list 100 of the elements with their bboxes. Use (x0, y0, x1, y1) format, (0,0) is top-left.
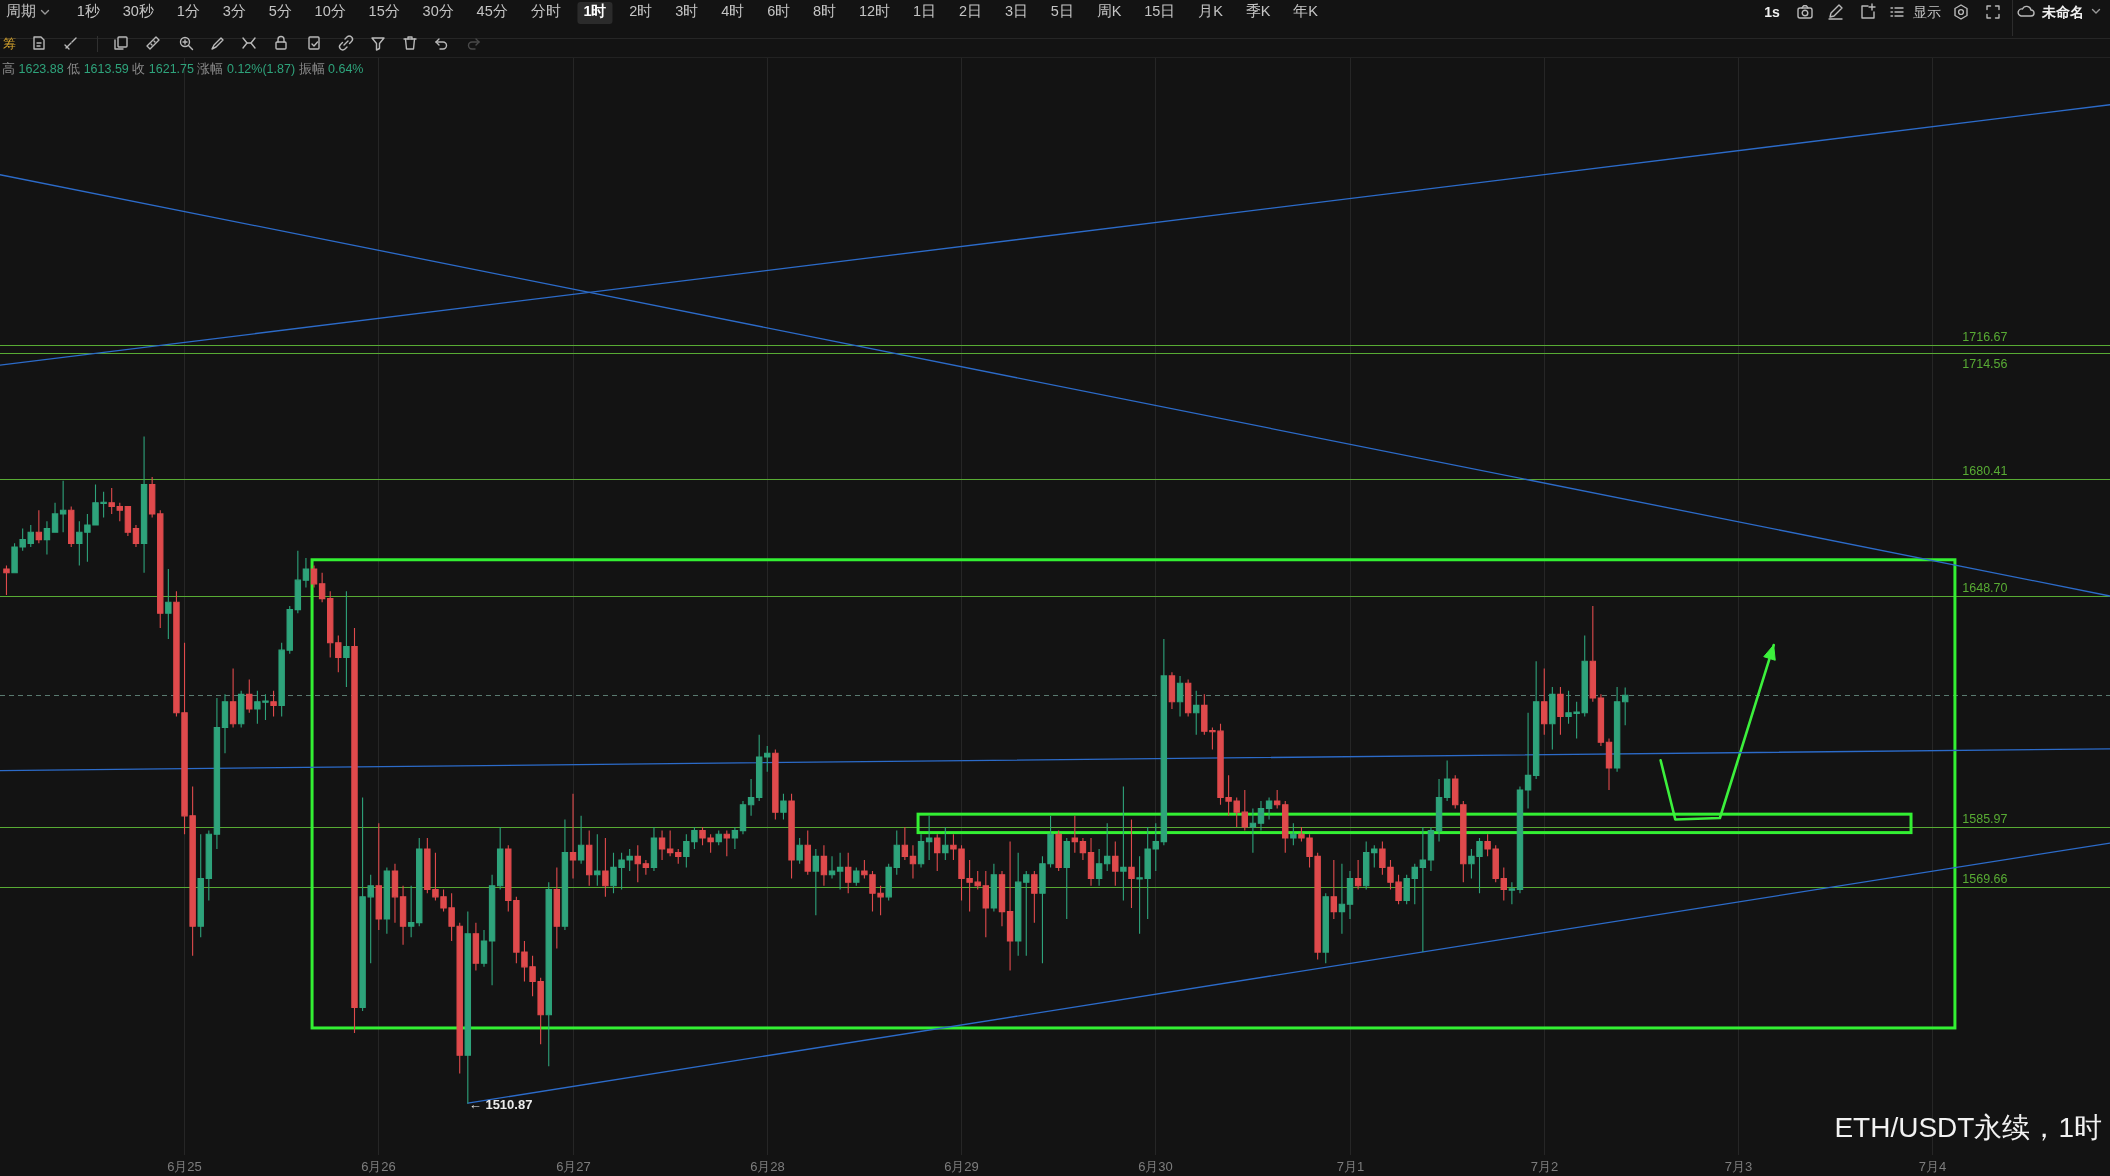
text: 4时 (721, 3, 745, 19)
candlestick (35, 509, 43, 544)
text: 月K (1198, 3, 1224, 19)
candlestick (496, 826, 504, 891)
candlestick (43, 520, 51, 555)
candlestick (132, 524, 140, 548)
text: 3日 (1004, 3, 1028, 19)
candlestick (1031, 870, 1038, 924)
candlestick (1120, 785, 1127, 902)
candlestick (1516, 785, 1524, 894)
candlestick (1249, 807, 1257, 854)
candlestick (165, 568, 172, 640)
candlestick (812, 848, 820, 916)
text: 1分 (176, 3, 200, 19)
candlestick (658, 830, 666, 861)
candlestick (488, 874, 496, 986)
candlestick (1354, 859, 1362, 891)
candlestick (1168, 671, 1176, 710)
candlestick (1079, 837, 1087, 861)
candlestick (1419, 826, 1427, 953)
candlestick (594, 833, 601, 887)
candlestick (1597, 693, 1605, 747)
text: 周期 (6, 3, 36, 19)
candlestick (561, 818, 569, 931)
x-tick-label: 6月29 (944, 1159, 979, 1174)
candlestick (1541, 668, 1548, 736)
text: 15日 (1144, 3, 1176, 19)
candlestick (1605, 737, 1613, 791)
candlestick (925, 815, 933, 861)
text: 高 1623.88 低 1613.59 收 1621.75 涨幅 0.12%(1.87) 振幅 0.64% (2, 62, 364, 76)
candlestick (1524, 712, 1532, 810)
candlestick (375, 822, 382, 931)
candlestick (942, 826, 949, 861)
text: 30分 (422, 3, 454, 19)
ref-line-label: 1585.97 (1962, 811, 2008, 826)
candlestick (302, 557, 310, 589)
candlestick (310, 564, 318, 589)
candlestick (1257, 800, 1265, 832)
candlestick (844, 852, 852, 894)
candlestick (237, 690, 245, 729)
candlestick (391, 863, 399, 924)
candlestick (1549, 686, 1556, 751)
candlestick (820, 844, 828, 887)
candlestick (1273, 789, 1281, 810)
candlestick (1621, 686, 1629, 726)
candlestick (731, 826, 739, 850)
candlestick (545, 881, 552, 1067)
candlestick (383, 866, 391, 935)
candlestick (723, 830, 731, 857)
candlestick (3, 564, 10, 596)
text: 1日 (913, 3, 937, 19)
text: 2时 (629, 3, 653, 19)
candlestick (1103, 822, 1111, 872)
text: 6时 (767, 3, 791, 19)
candlestick (294, 550, 302, 614)
candlestick (1613, 686, 1621, 773)
candlestick (1290, 822, 1297, 846)
candlestick (213, 697, 221, 850)
candlestick (1322, 892, 1329, 964)
annotation: ← 1510.87 (468, 1096, 533, 1112)
candlestick (796, 837, 803, 865)
candlestick (1330, 859, 1338, 920)
ref-line-label: 1716.67 (1962, 329, 2008, 344)
candlestick (553, 866, 561, 949)
x-tick-label: 6月28 (750, 1159, 785, 1174)
candlestick (585, 830, 593, 887)
candlestick (51, 502, 59, 533)
candlestick (1193, 690, 1200, 736)
candlestick (270, 690, 277, 717)
text: 12时 (859, 3, 891, 19)
candlestick (1589, 605, 1597, 703)
candlestick (909, 844, 917, 879)
x-tick-label: 7月2 (1530, 1159, 1559, 1174)
text: 5分 (268, 3, 292, 19)
candlestick (634, 844, 641, 883)
candlestick (642, 859, 650, 876)
candlestick (1346, 870, 1354, 920)
candlestick (901, 826, 909, 861)
text: 筹 (3, 36, 16, 51)
candlestick (804, 830, 811, 876)
text: 1时 (583, 3, 607, 19)
text: 15分 (368, 3, 400, 19)
candlestick (934, 833, 941, 872)
x-tick-label: 6月26 (361, 1159, 396, 1174)
text: 分时 (530, 3, 561, 19)
candlestick (343, 590, 350, 688)
x-tick-label: 7月4 (1918, 1159, 1947, 1174)
candlestick (407, 885, 415, 938)
candlestick (788, 793, 795, 879)
candlestick (715, 830, 722, 846)
candlestick (1055, 830, 1062, 872)
candlestick (917, 833, 925, 868)
candlestick (1112, 841, 1119, 887)
candlestick (998, 870, 1006, 927)
x-tick-label: 7月1 (1336, 1159, 1365, 1174)
text: 45分 (476, 3, 508, 19)
candlestick (990, 863, 998, 913)
text: 季K (1245, 3, 1271, 19)
candlestick (1087, 837, 1095, 887)
x-tick-label: 6月27 (556, 1159, 591, 1174)
